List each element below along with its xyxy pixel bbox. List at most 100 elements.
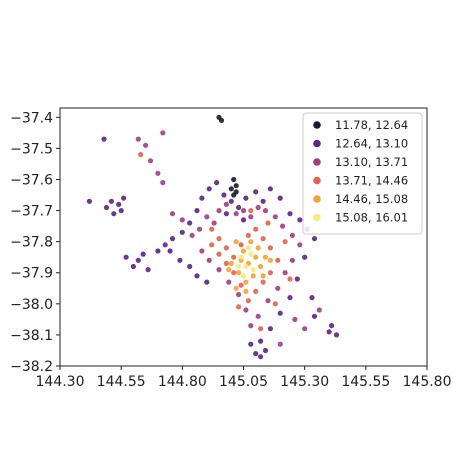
data-point-s3-p24 bbox=[272, 301, 278, 307]
data-point-s1-p46 bbox=[329, 323, 335, 329]
data-point-s1-p30 bbox=[287, 211, 293, 217]
data-point-s3-p16 bbox=[231, 270, 237, 276]
data-point-s1-p36 bbox=[287, 295, 293, 301]
y-tick-label-8: −38.2 bbox=[10, 359, 53, 375]
y-tick-label-3: −37.7 bbox=[10, 204, 53, 220]
data-point-s1-p2 bbox=[103, 204, 110, 211]
data-point-s3-p23 bbox=[287, 276, 293, 282]
data-point-s5-p6 bbox=[245, 245, 251, 251]
data-point-s3-p0 bbox=[138, 152, 144, 158]
data-point-s4-p2 bbox=[248, 239, 254, 245]
data-point-s1-p21 bbox=[214, 180, 220, 186]
data-point-s1-p17 bbox=[187, 220, 193, 226]
legend-marker-3 bbox=[313, 176, 321, 185]
data-point-s3-p10 bbox=[275, 257, 281, 263]
data-point-s3-p25 bbox=[258, 326, 264, 332]
data-point-s1-p5 bbox=[116, 201, 122, 207]
data-point-s1-p6 bbox=[118, 208, 124, 214]
data-point-s2-p20 bbox=[280, 223, 286, 229]
data-point-s3-p5 bbox=[238, 242, 244, 248]
data-point-s1-p27 bbox=[260, 198, 266, 204]
data-point-s2-p15 bbox=[240, 208, 247, 214]
legend-label-4: 14.46, 15.08 bbox=[335, 192, 408, 206]
data-point-s1-p34 bbox=[302, 254, 308, 260]
data-point-s1-p55 bbox=[240, 217, 247, 223]
data-point-s2-p5 bbox=[160, 180, 166, 186]
data-point-s3-p4 bbox=[231, 254, 237, 260]
data-point-s1-p1 bbox=[101, 136, 107, 142]
x-tick-label-1: 144.55 bbox=[97, 374, 146, 390]
data-point-s3-p19 bbox=[209, 242, 215, 248]
data-point-s3-p12 bbox=[260, 279, 266, 285]
legend-label-3: 13.71, 14.46 bbox=[335, 174, 408, 188]
x-tick-label-5: 145.55 bbox=[341, 374, 390, 390]
data-point-s4-p5 bbox=[258, 263, 264, 270]
data-point-s3-p15 bbox=[238, 282, 244, 288]
data-point-s3-p14 bbox=[245, 298, 251, 304]
data-point-s2-p25 bbox=[275, 285, 281, 291]
data-point-s3-p20 bbox=[248, 208, 254, 214]
data-point-s2-p23 bbox=[289, 257, 295, 263]
data-point-s4-p1 bbox=[240, 248, 247, 254]
data-point-s3-p6 bbox=[245, 232, 251, 238]
data-point-s1-p53 bbox=[167, 248, 173, 254]
data-point-s3-p17 bbox=[223, 260, 229, 266]
data-point-s2-p1 bbox=[143, 142, 149, 148]
data-point-s2-p3 bbox=[147, 158, 154, 164]
data-point-s2-p2 bbox=[160, 130, 166, 136]
data-point-s1-p31 bbox=[297, 217, 303, 223]
data-point-s1-p37 bbox=[277, 310, 283, 316]
legend-marker-1 bbox=[313, 139, 321, 148]
data-point-s2-p30 bbox=[236, 291, 242, 298]
data-point-s2-p14 bbox=[233, 211, 239, 217]
data-point-s1-p23 bbox=[228, 198, 234, 204]
data-point-s1-p4 bbox=[111, 211, 117, 217]
data-point-s2-p8 bbox=[189, 232, 195, 238]
y-tick-label-5: −37.9 bbox=[10, 266, 53, 282]
data-point-s0-p3 bbox=[233, 183, 239, 189]
y-tick-label-0: −37.4 bbox=[10, 110, 53, 126]
data-point-s2-p37 bbox=[316, 307, 322, 313]
y-tick-label-6: −38.0 bbox=[10, 297, 53, 313]
data-point-s5-p5 bbox=[236, 263, 242, 270]
data-point-s3-p9 bbox=[267, 245, 273, 251]
data-point-s1-p52 bbox=[177, 257, 183, 263]
data-point-s2-p22 bbox=[297, 242, 303, 248]
data-point-s1-p54 bbox=[223, 211, 229, 217]
data-point-s2-p27 bbox=[255, 313, 261, 319]
data-point-s1-p25 bbox=[243, 195, 249, 201]
data-point-s1-p9 bbox=[130, 263, 136, 270]
data-point-s2-p9 bbox=[196, 226, 203, 232]
x-tick-label-4: 145.30 bbox=[280, 374, 329, 390]
data-point-s3-p21 bbox=[265, 220, 271, 226]
data-point-s4-p7 bbox=[243, 279, 249, 285]
legend-label-0: 11.78, 12.64 bbox=[335, 118, 408, 132]
data-point-s1-p24 bbox=[236, 204, 242, 211]
data-point-s1-p19 bbox=[199, 195, 205, 201]
data-point-s1-p35 bbox=[294, 276, 300, 282]
data-point-s4-p6 bbox=[250, 273, 256, 279]
data-point-s1-p11 bbox=[140, 251, 146, 257]
data-point-s2-p18 bbox=[262, 208, 269, 214]
data-point-s2-p35 bbox=[292, 316, 298, 322]
data-point-s2-p33 bbox=[206, 257, 212, 263]
data-point-s3-p18 bbox=[216, 251, 222, 257]
data-point-s1-p16 bbox=[179, 229, 185, 235]
data-point-s1-p13 bbox=[155, 248, 161, 254]
data-point-s4-p8 bbox=[236, 270, 242, 276]
data-point-s2-p16 bbox=[248, 214, 254, 220]
data-point-s1-p15 bbox=[169, 236, 176, 242]
x-tick-label-3: 145.05 bbox=[219, 374, 268, 390]
data-point-s1-p28 bbox=[267, 186, 273, 192]
data-point-s1-p22 bbox=[221, 192, 227, 198]
data-point-s4-p17 bbox=[267, 257, 273, 263]
data-point-s4-p14 bbox=[233, 285, 239, 291]
data-point-s3-p2 bbox=[216, 236, 222, 242]
data-point-s4-p0 bbox=[233, 239, 239, 245]
x-tick-label-2: 144.80 bbox=[158, 374, 207, 390]
data-point-s3-p13 bbox=[253, 288, 259, 294]
data-point-s4-p9 bbox=[228, 260, 234, 266]
legend-box bbox=[302, 112, 423, 235]
data-point-s1-p51 bbox=[187, 263, 193, 270]
y-tick-label-2: −37.6 bbox=[10, 172, 53, 188]
